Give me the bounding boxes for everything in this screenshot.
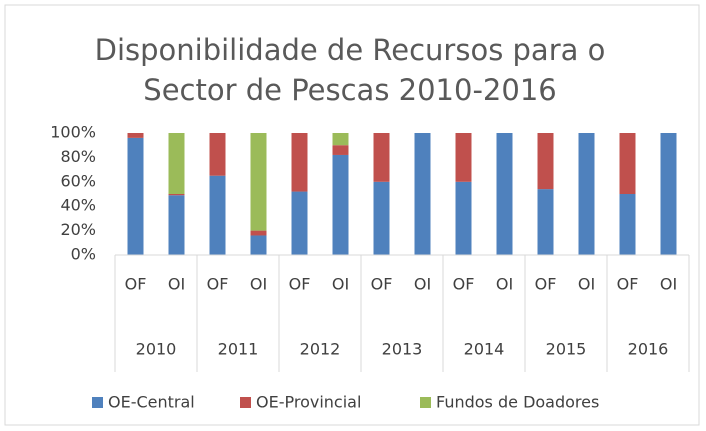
x-tick-label: OI xyxy=(414,275,431,294)
chart-title: Disponibilidade de Recursos para o Secto… xyxy=(94,33,606,107)
x-tick-label: OF xyxy=(371,275,393,294)
bar-segment xyxy=(168,194,185,196)
x-tick-label: OF xyxy=(289,275,311,294)
x-tick-label: OF xyxy=(125,275,147,294)
legend-swatch xyxy=(240,397,251,408)
y-tick-label: 20% xyxy=(60,220,96,239)
x-tick-label: OI xyxy=(332,275,349,294)
bar-segment xyxy=(455,181,472,255)
bar-segment xyxy=(332,145,349,155)
x-tick-label: OF xyxy=(453,275,475,294)
legend-label: Fundos de Doadores xyxy=(436,393,599,412)
bar-segment xyxy=(619,194,636,255)
x-tick-label: OF xyxy=(617,275,639,294)
bar-segment xyxy=(619,133,636,194)
y-tick-label: 0% xyxy=(71,245,96,264)
y-tick-label: 80% xyxy=(60,147,96,166)
x-tick-label: OI xyxy=(168,275,185,294)
bar-segment xyxy=(455,133,472,182)
x-tick-label: OI xyxy=(660,275,677,294)
bar-segment xyxy=(209,175,226,255)
bar-segment xyxy=(127,133,144,138)
group-label: 2013 xyxy=(382,340,423,359)
bar-segment xyxy=(373,133,390,182)
bar-segment xyxy=(291,191,308,255)
y-tick-label: 40% xyxy=(60,196,96,215)
bar-segment xyxy=(250,133,267,231)
bar-segment xyxy=(414,133,431,255)
group-label: 2014 xyxy=(464,340,505,359)
bar-segment xyxy=(250,235,267,255)
bar-segment xyxy=(291,133,308,192)
bar-segment xyxy=(332,133,349,146)
x-tick-label: OF xyxy=(207,275,229,294)
x-tick-label: OI xyxy=(578,275,595,294)
legend-label: OE-Provincial xyxy=(256,393,361,412)
bar-segment xyxy=(127,137,144,255)
bar-segment xyxy=(250,230,267,236)
bar-segment xyxy=(373,181,390,255)
bar-segment xyxy=(168,133,185,194)
chart-frame xyxy=(4,4,700,426)
y-tick-label: 100% xyxy=(50,123,96,142)
group-label: 2015 xyxy=(546,340,587,359)
x-tick-label: OI xyxy=(250,275,267,294)
y-tick-label: 60% xyxy=(60,171,96,190)
bar-segment xyxy=(496,133,513,255)
bar-segment xyxy=(168,195,185,255)
bar-segment xyxy=(578,133,595,255)
legend-label: OE-Central xyxy=(108,393,195,412)
group-label: 2011 xyxy=(218,340,259,359)
bar-segment xyxy=(660,133,677,255)
legend-swatch xyxy=(92,397,103,408)
bar-segment xyxy=(209,133,226,176)
x-tick-label: OF xyxy=(535,275,557,294)
x-tick-label: OI xyxy=(496,275,513,294)
legend-swatch xyxy=(420,397,431,408)
group-label: 2010 xyxy=(136,340,177,359)
bar-segment xyxy=(537,133,554,190)
bar-segment xyxy=(332,154,349,255)
group-label: 2012 xyxy=(300,340,341,359)
group-label: 2016 xyxy=(628,340,669,359)
bar-segment xyxy=(537,189,554,255)
